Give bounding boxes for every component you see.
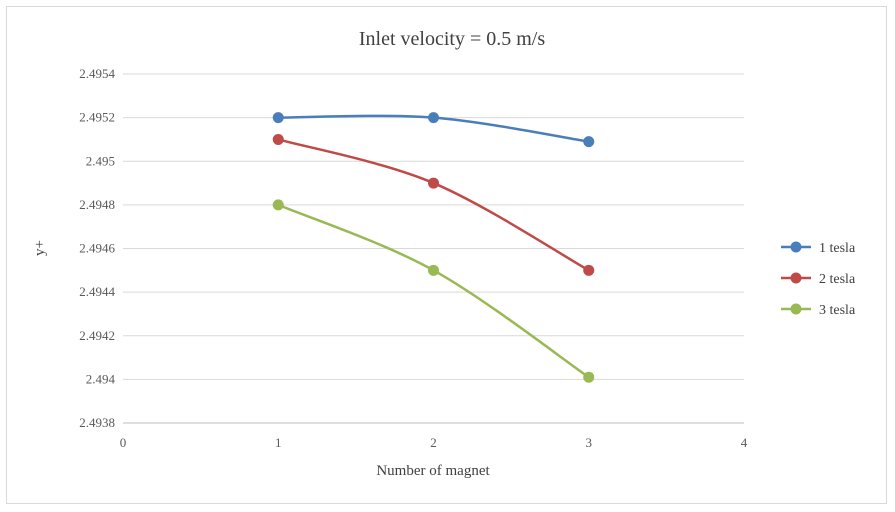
y-tick-label: 2.4946 <box>79 241 115 256</box>
x-tick-label: 4 <box>741 435 748 450</box>
legend-label: 2 tesla <box>819 272 856 287</box>
legend-marker <box>790 272 802 284</box>
y-tick-label: 2.4952 <box>79 110 115 125</box>
y-tick-label: 2.495 <box>86 153 115 168</box>
y-tick-label: 2.4938 <box>79 415 115 430</box>
data-point-1-tesla <box>272 112 284 124</box>
data-point-3-tesla <box>428 264 439 276</box>
legend-marker <box>790 303 802 315</box>
y-tick-label: 2.4944 <box>79 284 115 299</box>
tick-layer: 2.4938 2.494 2.4942 2.4944 2.4946 2.4948 2.495… <box>79 66 748 450</box>
grid-layer <box>123 73 744 424</box>
y-axis-label: y+ <box>32 240 48 256</box>
y-tick-label: 2.494 <box>86 371 116 386</box>
data-point-2-tesla <box>583 264 595 276</box>
y-tick-label: 2.4942 <box>79 328 115 343</box>
y-tick-label: 2.4954 <box>79 66 115 81</box>
y-tick-label: 2.4948 <box>79 197 115 212</box>
data-point-1-tesla <box>583 136 595 148</box>
chart-title: Inlet velocity = 0.5 m/s <box>359 28 545 50</box>
data-point-1-tesla <box>428 112 439 124</box>
x-tick-label: 1 <box>275 435 282 450</box>
legend-entry-3-tesla: 3 tesla <box>781 303 856 318</box>
data-point-2-tesla <box>428 177 439 189</box>
legend-marker <box>790 241 802 253</box>
series-layer <box>272 112 595 383</box>
data-point-3-tesla <box>272 199 284 211</box>
legend-label: 1 tesla <box>819 241 856 256</box>
legend-label: 3 tesla <box>819 303 856 318</box>
x-tick-label: 2 <box>430 435 437 450</box>
legend-entry-1-tesla: 1 tesla <box>781 241 856 256</box>
legend-entry-2-tesla: 2 tesla <box>781 272 856 287</box>
x-tick-label: 3 <box>586 435 593 450</box>
data-point-3-tesla <box>583 371 595 383</box>
series-line-3-tesla <box>277 203 590 379</box>
x-tick-label: 0 <box>120 435 127 450</box>
legend: 1 tesla 2 tesla 3 tesla <box>781 241 856 318</box>
chart-svg: 2.4938 2.494 2.4942 2.4944 2.4946 2.4948 2.495… <box>32 28 856 479</box>
data-point-2-tesla <box>272 133 284 145</box>
chart-frame: 2.4938 2.494 2.4942 2.4944 2.4946 2.4948 2.495… <box>6 6 887 504</box>
x-axis-label: Number of magnet <box>376 463 490 479</box>
